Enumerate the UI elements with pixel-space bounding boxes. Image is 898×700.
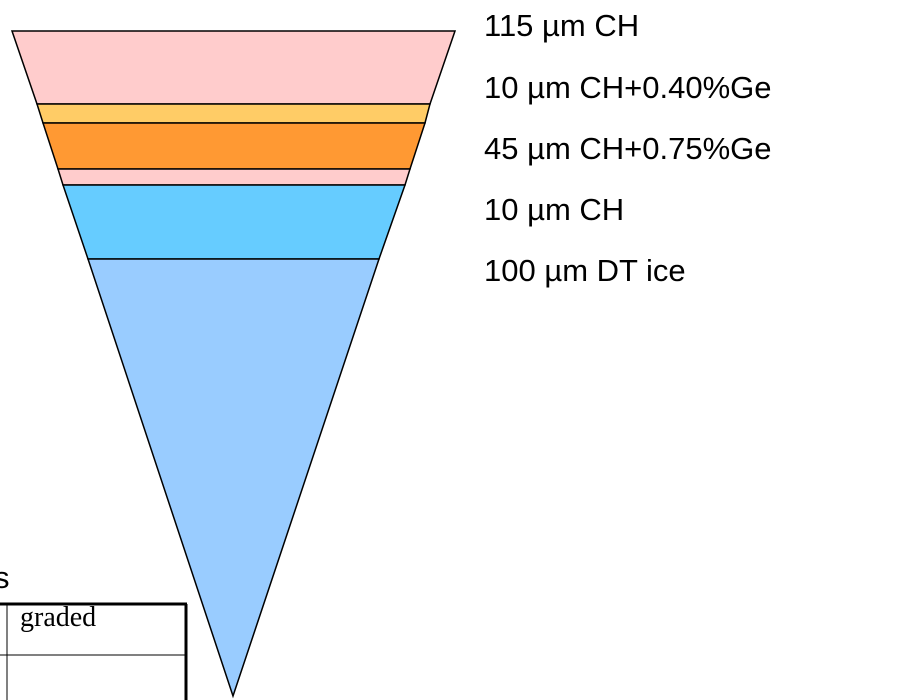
- layer-ch-outer: [10, 30, 457, 105]
- layer-ch-inner: [56, 168, 412, 186]
- layer-label-ch-ge-040: 10 µm CH+0.40%Ge: [484, 70, 772, 105]
- layer-ch-ge-075: [41, 122, 427, 170]
- layer-label-ch-ge-075: 45 µm CH+0.75%Ge: [484, 131, 772, 166]
- table-cell-graded: graded: [20, 602, 97, 633]
- layer-label-ch-inner: 10 µm CH: [484, 192, 625, 227]
- layer-ch-ge-040: [35, 103, 431, 124]
- layer-dt-ice: [61, 184, 407, 260]
- layer-label-dt-ice: 100 µm DT ice: [484, 253, 686, 288]
- layer-label-ch-outer: 115 µm CH: [484, 8, 640, 43]
- dt-gas-core: [86, 258, 381, 699]
- truncated-caption: s: [0, 560, 10, 595]
